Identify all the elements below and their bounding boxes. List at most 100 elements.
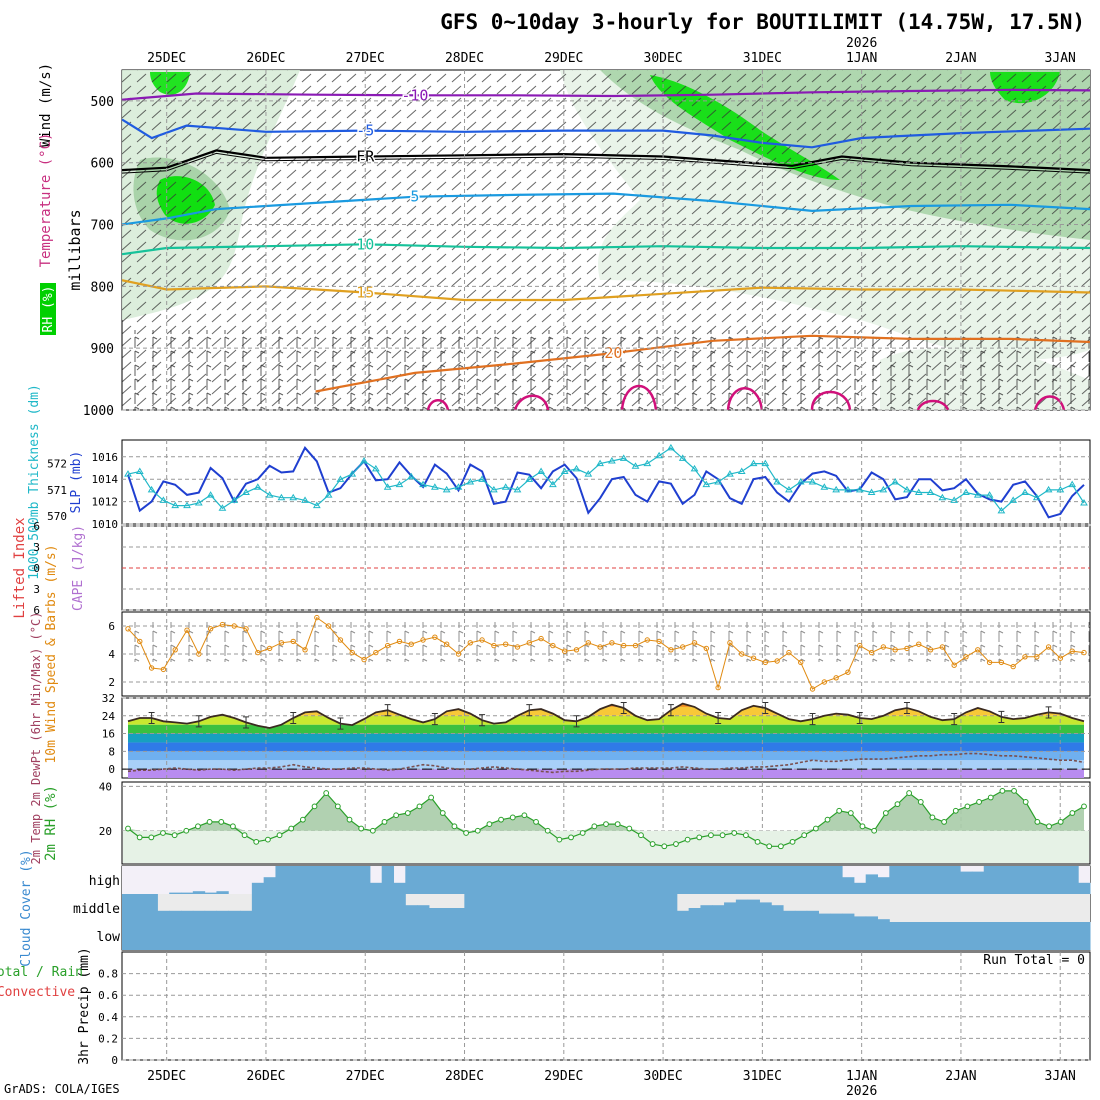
- cloud-bar: [1054, 922, 1067, 950]
- rh2m-point: [358, 825, 365, 832]
- cloud-bar: [842, 913, 855, 922]
- cloud-bar: [653, 922, 666, 950]
- rh-tick-label: 40: [99, 780, 112, 793]
- cloud-bar: [287, 894, 300, 922]
- temp-minmax-bar: [856, 711, 863, 725]
- temp-minmax-bar: [998, 710, 1005, 723]
- temp-minmax-bar: [1045, 706, 1052, 719]
- label-layer: 25DEC 25DEC 26DEC 26DEC 27DEC 27DEC 28DEC 28DEC…: [0, 36, 1085, 1099]
- rh2m-point: [556, 836, 563, 843]
- cloud-bar: [417, 922, 430, 950]
- cloud-bar: [606, 894, 619, 922]
- rh2m-point: [544, 827, 551, 834]
- cloud-bar: [369, 922, 383, 950]
- cloud-bar: [665, 922, 678, 950]
- rh2m-point: [1046, 823, 1052, 830]
- precip-tick-label: 0.8: [98, 968, 118, 981]
- cloud-bar: [476, 894, 489, 922]
- cloud-bar: [924, 866, 938, 894]
- temp-minmax-bar: [715, 711, 722, 725]
- rh-area: [128, 790, 1084, 831]
- cloud-bar: [428, 908, 442, 922]
- cloud-bar: [393, 894, 406, 922]
- cloud-bar: [322, 894, 335, 922]
- rh2m-point: [568, 834, 574, 841]
- temp-band: [128, 724, 1084, 734]
- rh2m-point: [206, 818, 213, 825]
- rh2m-point: [882, 810, 889, 816]
- rh2m-point: [941, 818, 947, 825]
- rh2m-point: [1011, 787, 1017, 794]
- cloud-bar: [181, 910, 194, 922]
- cloud-bar: [122, 894, 135, 922]
- rh2m-point: [591, 823, 598, 830]
- cloud-bar: [204, 910, 217, 922]
- cloud-bar: [724, 902, 737, 922]
- cloud-bar: [499, 866, 513, 894]
- cloud-bar: [594, 894, 607, 922]
- cloud-bar: [299, 922, 312, 950]
- cloud-bar: [594, 922, 607, 950]
- rh2m-point: [1081, 803, 1087, 810]
- cloud-bar: [428, 922, 442, 950]
- cloud-bar: [1019, 922, 1032, 950]
- cloud-bar: [759, 922, 772, 950]
- cloud-bar: [334, 894, 347, 922]
- isotherm-ring: [426, 384, 1066, 410]
- temp-band: [128, 742, 1084, 752]
- cloud-bar: [546, 922, 560, 950]
- cloud-bar: [747, 922, 760, 950]
- cloud-bar: [558, 866, 572, 894]
- cloud-bar: [617, 866, 631, 894]
- thickness-axis-label: 1000-500mb Thickness (dm): [27, 384, 42, 580]
- bottom-date-label: 30DEC: [644, 1069, 683, 1084]
- wind10-tick-label: 4: [108, 648, 115, 661]
- cloud-bar: [971, 922, 985, 950]
- rh2m-point: [847, 810, 854, 816]
- cloud-bar: [995, 922, 1008, 950]
- thickness-marker: [206, 491, 215, 498]
- temp-band: [128, 733, 1084, 743]
- cloud-bar: [1030, 922, 1044, 950]
- thickness-marker: [360, 457, 368, 464]
- cloud-bar: [688, 922, 701, 950]
- cloud-bar: [924, 922, 938, 950]
- cloud-bar: [771, 922, 784, 950]
- cloud-bar: [192, 922, 206, 950]
- cloud-bar: [735, 866, 749, 894]
- cloud-bar: [440, 866, 454, 894]
- temp-tick-label: 8: [108, 745, 115, 758]
- bottom-date-label: 25DEC: [147, 1069, 186, 1084]
- wind-axis-label: Wind (m/s): [38, 63, 54, 147]
- wind10-line: [127, 616, 1085, 690]
- cloud-bar: [724, 866, 737, 894]
- series-layer: [122, 443, 1091, 950]
- cloud-bar: [1042, 922, 1056, 950]
- cloud-bar: [334, 922, 347, 950]
- dewpoint-line: [127, 752, 1085, 774]
- cloud-bar: [216, 922, 229, 950]
- rh2m-point: [684, 836, 691, 843]
- temp-minmax-bar: [384, 704, 391, 717]
- thickness-marker: [962, 488, 970, 495]
- rh2m-point: [171, 832, 178, 839]
- cloud-axis-label: Cloud Cover (%): [19, 849, 34, 966]
- cloud-bar: [570, 894, 583, 922]
- isotherm-line: [122, 149, 1090, 172]
- cloud-bar: [133, 894, 147, 922]
- thickness-tick-label: 571: [47, 484, 67, 497]
- thickness-marker: [147, 485, 156, 493]
- cloud-bar: [204, 892, 217, 894]
- rh2m-point: [952, 807, 959, 814]
- cloud-bar: [511, 866, 524, 894]
- bottom-date-label: 1JAN: [846, 1069, 877, 1084]
- cloud-bar: [216, 910, 229, 922]
- cloud-bar: [228, 910, 241, 922]
- cloud-bar: [735, 899, 749, 922]
- cloud-bar: [169, 910, 182, 922]
- wind10-tick-label: 2: [108, 676, 115, 689]
- thickness-marker: [348, 470, 357, 477]
- cloud-bar: [358, 922, 371, 950]
- cloud-bar: [546, 894, 560, 922]
